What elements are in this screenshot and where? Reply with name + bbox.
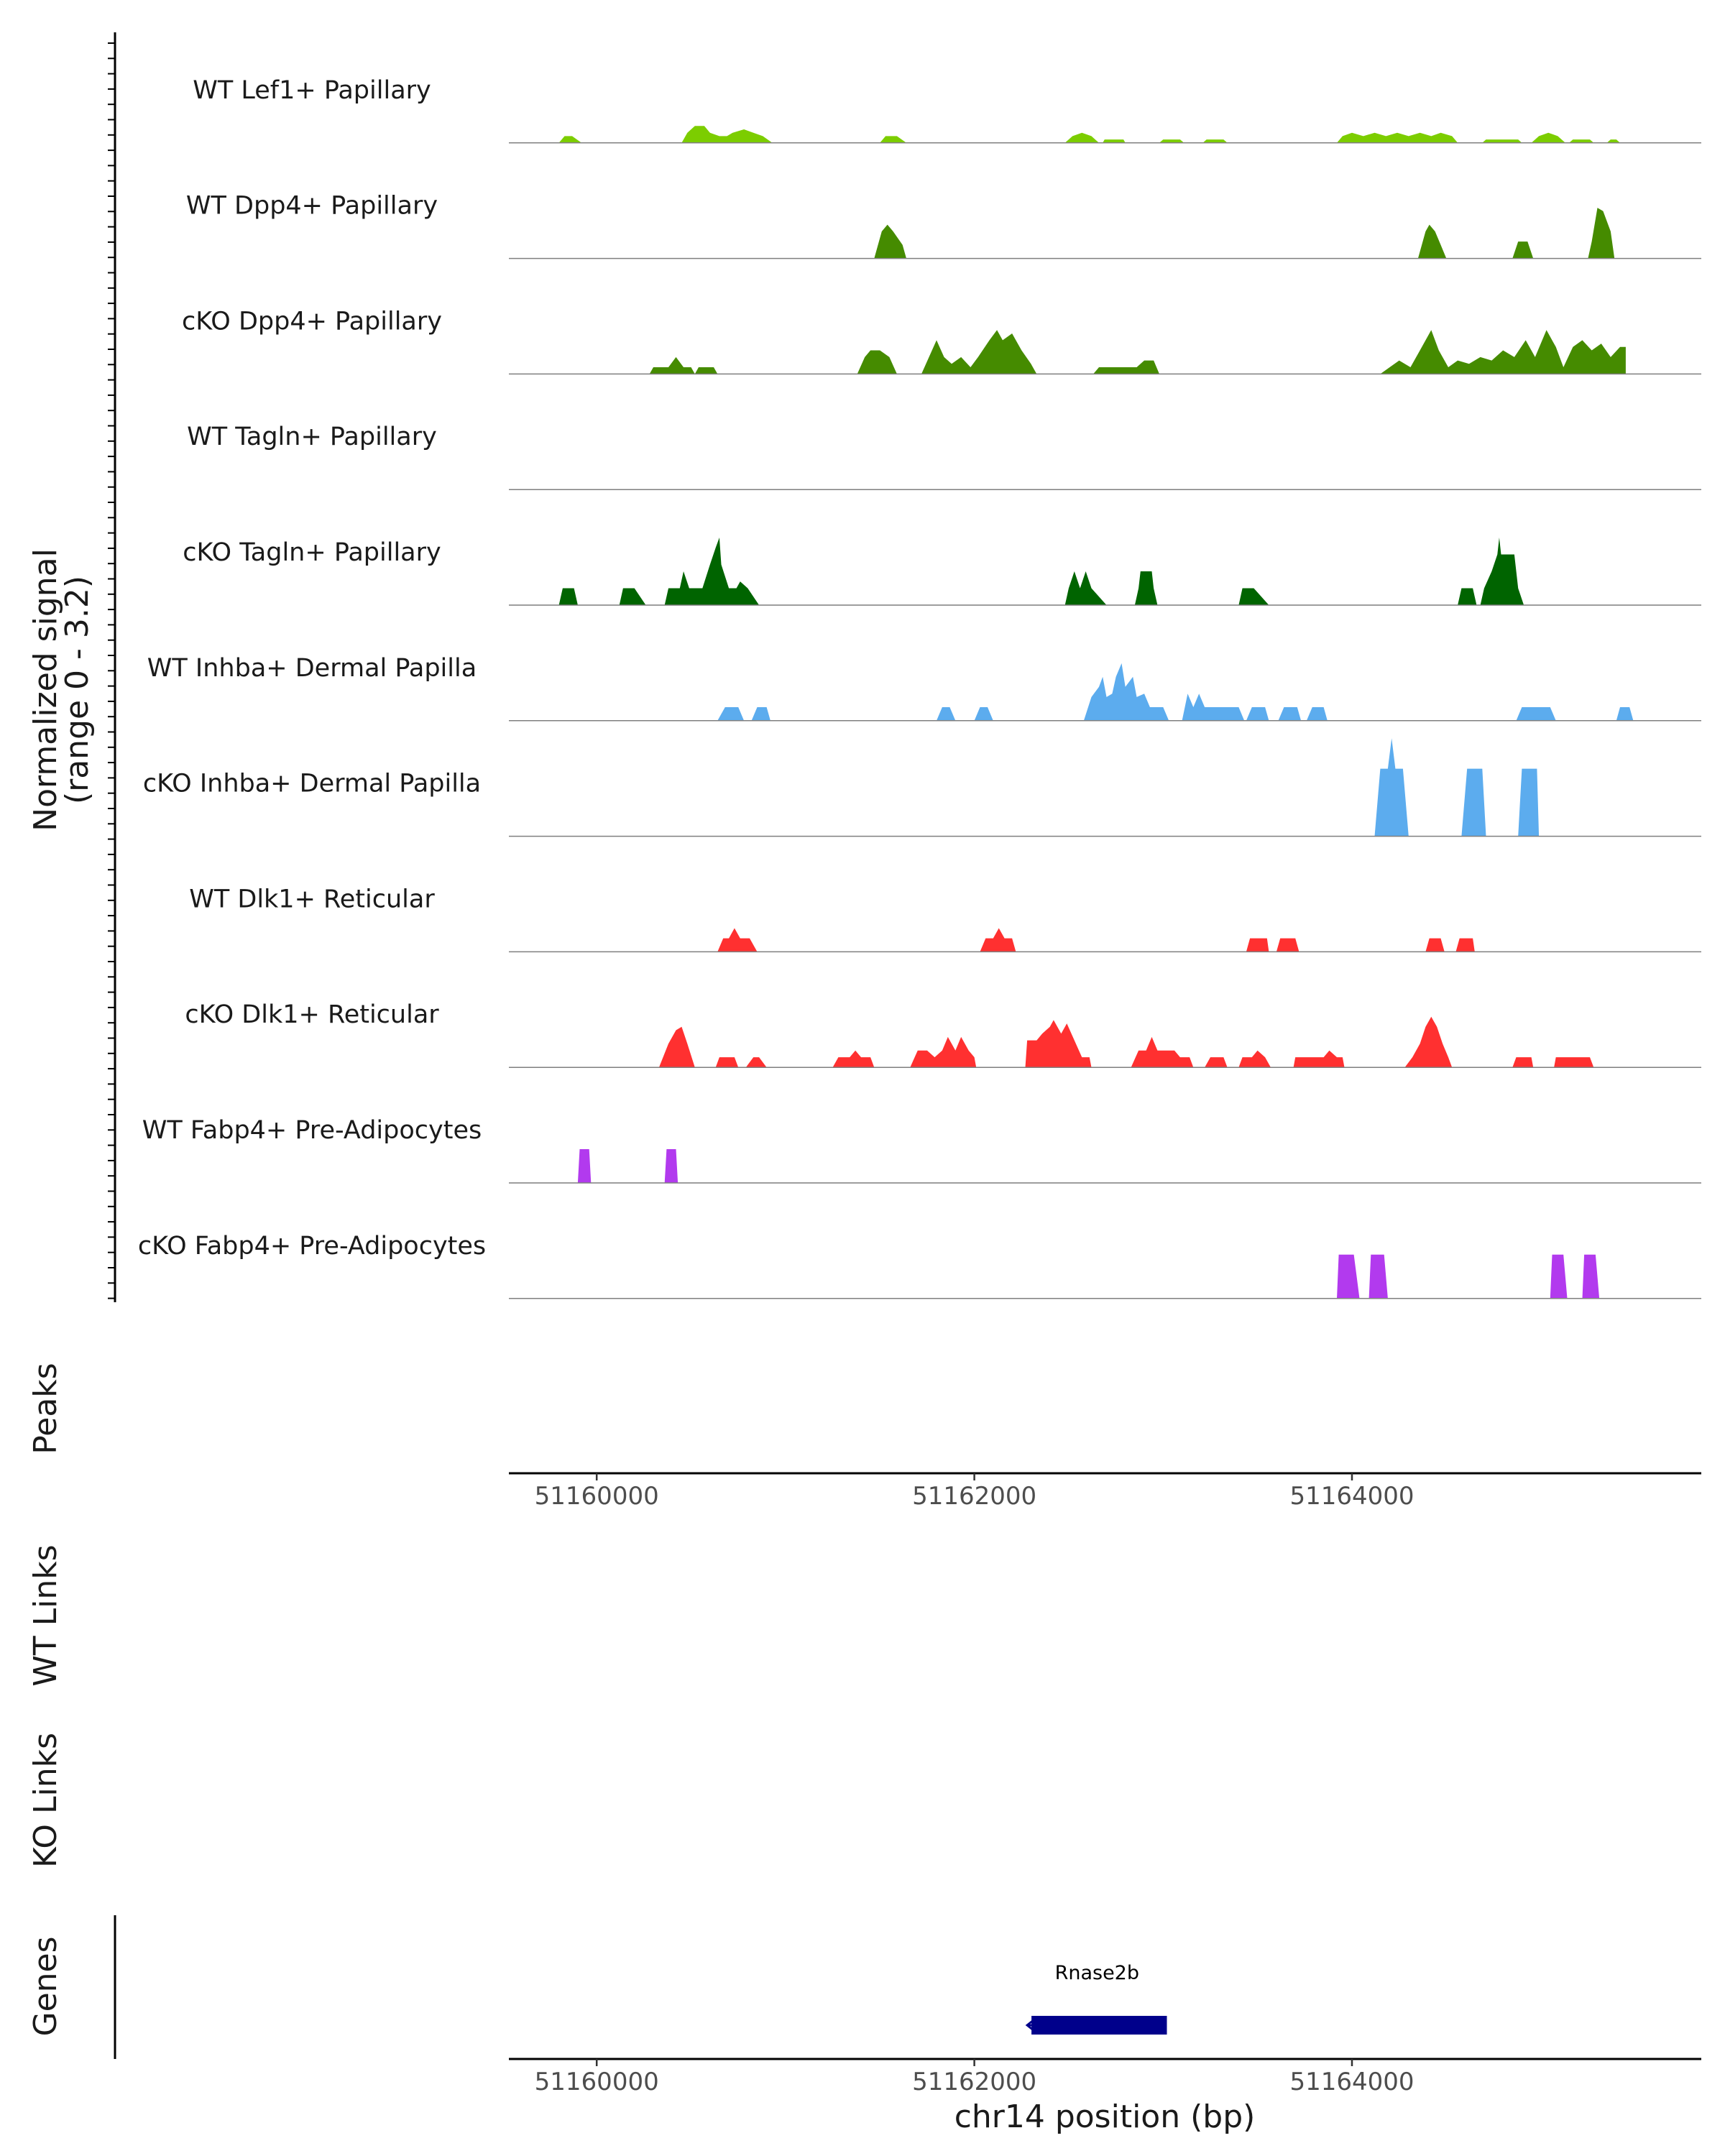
coverage-tracks: WT Lef1+ Papillary WT Dpp4+ Papillary cKO …	[138, 76, 1701, 1299]
track-signal-area	[558, 538, 1524, 605]
x-tick-label: 51164000	[1289, 2068, 1414, 2096]
track-label: WT Dpp4+ Papillary	[186, 192, 438, 221]
gene-label: Rnase2b	[1055, 1962, 1139, 1984]
x-tick-label: 51160000	[535, 1482, 659, 1511]
gene-model: Rnase2b	[1025, 1962, 1167, 2035]
coverage-track: cKO Dpp4+ Papillary	[182, 307, 1701, 375]
gene-exon	[1031, 2016, 1167, 2035]
track-label: WT Fabp4+ Pre-Adipocytes	[142, 1116, 482, 1145]
x-tick-label: 51164000	[1289, 1482, 1414, 1511]
track-label: WT Lef1+ Papillary	[193, 76, 431, 105]
y-axis-label: Normalized signal	[27, 548, 64, 831]
track-signal-area	[1374, 738, 1540, 837]
track-signal-area	[874, 208, 1615, 259]
track-signal-area	[717, 928, 1475, 952]
track-label: WT Tagln+ Papillary	[187, 423, 437, 451]
coverage-track: WT Fabp4+ Pre-Adipocytes	[142, 1116, 1701, 1184]
peaks-x-axis-ticks: 51160000 51162000 51164000	[535, 1473, 1414, 1511]
track-label: cKO Tagln+ Papillary	[183, 538, 441, 567]
coverage-track: WT Tagln+ Papillary	[187, 423, 1701, 490]
ko-links-panel-label: KO Links	[27, 1733, 64, 1868]
track-signal-area	[717, 663, 1634, 721]
track-label: cKO Inhba+ Dermal Papilla	[143, 770, 481, 798]
track-signal-area	[649, 330, 1626, 374]
coverage-track: WT Inhba+ Dermal Papilla	[147, 654, 1701, 722]
genes-panel-label: Genes	[27, 1936, 64, 2036]
y-axis-range-label: (range 0 - 3.2)	[59, 576, 96, 804]
track-signal-area	[558, 126, 1620, 143]
coverage-track: WT Dlk1+ Reticular	[189, 885, 1701, 953]
track-signal-area	[1337, 1254, 1600, 1299]
track-label: cKO Fabp4+ Pre-Adipocytes	[138, 1232, 486, 1261]
coverage-track: WT Lef1+ Papillary	[193, 76, 1701, 144]
y-axis-title: Normalized signal (range 0 - 3.2)	[27, 548, 96, 831]
coverage-track: WT Dpp4+ Papillary	[186, 192, 1701, 259]
strand-arrow	[1025, 2018, 1036, 2032]
track-signal-area	[577, 1149, 678, 1183]
coverage-track: cKO Fabp4+ Pre-Adipocytes	[138, 1232, 1701, 1299]
track-label: WT Dlk1+ Reticular	[189, 885, 435, 913]
gene-annotations: Rnase2b	[1025, 1962, 1167, 2035]
track-label: WT Inhba+ Dermal Papilla	[147, 654, 477, 683]
track-label: cKO Dlk1+ Reticular	[185, 1000, 439, 1029]
coverage-track: cKO Inhba+ Dermal Papilla	[143, 738, 1701, 837]
coverage-track: cKO Tagln+ Papillary	[183, 538, 1701, 606]
coverage-axis-ticks	[108, 42, 115, 1299]
x-tick-label: 51162000	[912, 1482, 1036, 1511]
track-signal-area	[658, 1016, 1594, 1068]
peaks-panel-label: Peaks	[27, 1363, 64, 1454]
x-tick-label: 51160000	[535, 2068, 659, 2096]
coverage-track: cKO Dlk1+ Reticular	[185, 1000, 1701, 1068]
wt-links-panel-label: WT Links	[27, 1544, 64, 1686]
track-label: cKO Dpp4+ Papillary	[182, 307, 442, 336]
x-tick-label: 51162000	[912, 2068, 1036, 2096]
bottom-x-axis-ticks: 51160000 51162000 51164000	[535, 2059, 1414, 2096]
x-axis-label: chr14 position (bp)	[954, 2099, 1256, 2135]
